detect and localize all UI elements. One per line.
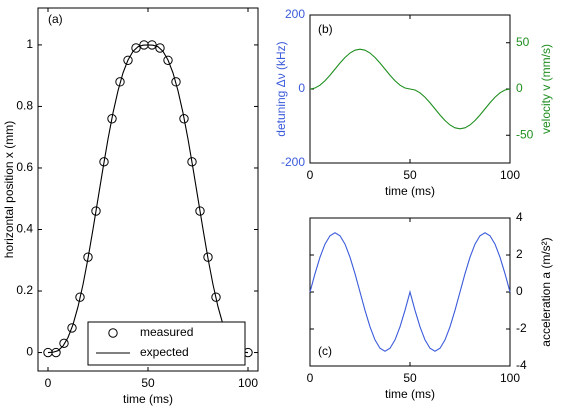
x-axis-label: time (ms): [385, 387, 435, 401]
y-tick-label: 0: [298, 81, 305, 95]
x-axis-label: time (ms): [385, 184, 435, 198]
data-line: [309, 48, 511, 130]
data-point: [83, 252, 93, 262]
x-tick-label: 50: [141, 376, 155, 390]
plot-frame: [37, 7, 259, 372]
y-axis-label: horizontal position x (mm): [2, 121, 16, 258]
legend-label: expected: [140, 345, 189, 359]
legend-marker: [108, 328, 118, 338]
y-tick-label: -200: [281, 155, 305, 169]
panel-label: (c): [318, 344, 332, 358]
y-tick-label: 1: [26, 37, 33, 51]
y2-tick-label: 2: [516, 247, 523, 261]
y-tick-label: 0.8: [16, 99, 33, 113]
y-tick-label: 0: [26, 345, 33, 359]
data-point: [91, 206, 101, 216]
data-point: [179, 114, 189, 124]
data-point: [75, 292, 85, 302]
x-tick-label: 0: [45, 376, 52, 390]
y-tick-label: 0.2: [16, 283, 33, 297]
data-point: [203, 252, 213, 262]
y2-tick-label: 0: [516, 284, 523, 298]
y2-tick-label: 50: [516, 35, 530, 49]
x-tick-label: 0: [307, 168, 314, 182]
panel-label: (a): [48, 12, 63, 26]
legend-label: measured: [140, 325, 193, 339]
x-tick-label: 100: [238, 376, 258, 390]
x-tick-label: 100: [500, 371, 520, 385]
y-tick-label: 200: [285, 7, 305, 21]
x-tick-label: 50: [403, 168, 417, 182]
y-tick-label: 0.6: [16, 160, 33, 174]
data-point: [163, 55, 173, 65]
x-tick-label: 50: [403, 371, 417, 385]
x-axis-label: time (ms): [123, 392, 173, 406]
y2-axis-label: velocity v (mm/s): [539, 44, 553, 134]
x-tick-label: 100: [500, 168, 520, 182]
y2-tick-label: 0: [516, 81, 523, 95]
x-tick-label: 0: [307, 371, 314, 385]
data-point: [123, 55, 133, 65]
y2-tick-label: -4: [516, 358, 527, 372]
data-point: [195, 206, 205, 216]
data-point: [155, 43, 165, 53]
y-tick-label: 0.4: [16, 222, 33, 236]
y-axis-label: detuning Δν (kHz): [274, 41, 288, 136]
data-point: [187, 157, 197, 167]
data-line: [47, 44, 249, 354]
panel-label: (b): [318, 22, 333, 36]
y2-tick-label: -50: [516, 127, 534, 141]
data-point: [107, 114, 117, 124]
y2-axis-label: acceleration a (m/s²): [539, 237, 553, 346]
data-point: [59, 338, 69, 349]
data-point: [67, 323, 77, 333]
data-point: [99, 157, 109, 167]
data-point: [131, 43, 141, 53]
y2-tick-label: -2: [516, 321, 527, 335]
y2-tick-label: 4: [516, 210, 523, 224]
data-point: [115, 77, 125, 87]
data-point: [211, 292, 221, 302]
data-line: [309, 232, 511, 352]
data-point: [171, 77, 181, 87]
